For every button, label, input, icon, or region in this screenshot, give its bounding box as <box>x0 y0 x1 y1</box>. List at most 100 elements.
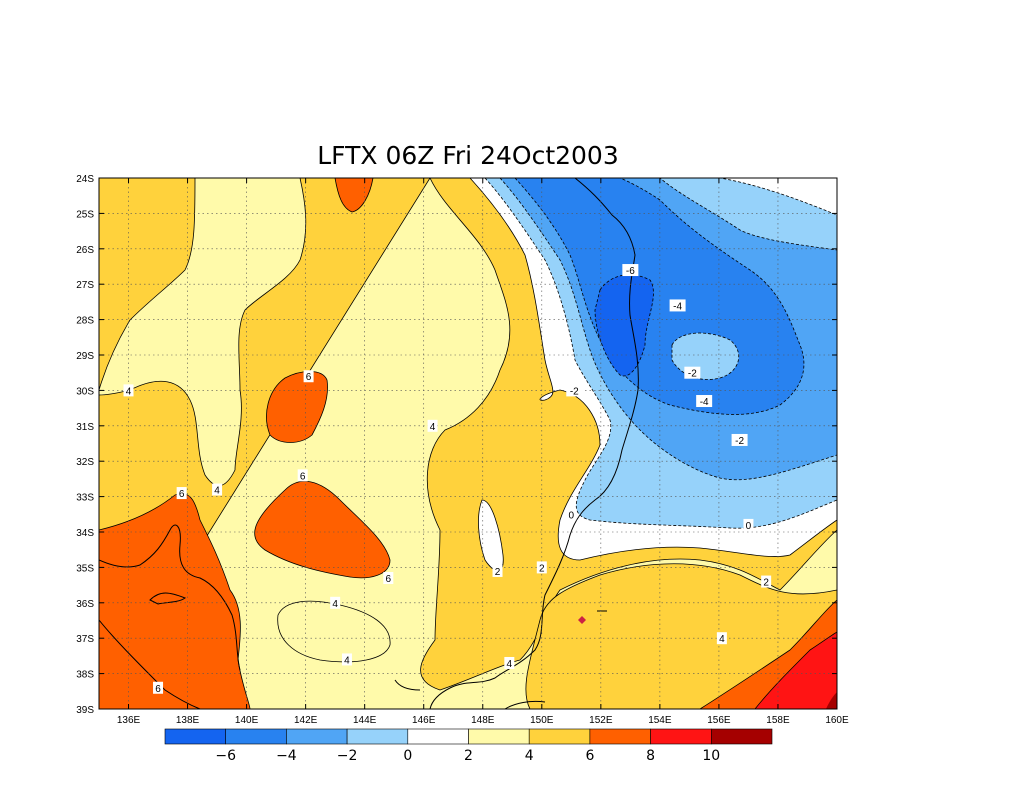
contour-label: 2 <box>495 567 501 578</box>
colorbar-swatch <box>164 728 227 745</box>
contour-label: 6 <box>386 574 392 585</box>
contour-label: -2 <box>570 386 579 397</box>
contour-label: 4 <box>430 422 436 433</box>
contour-label-bg <box>153 681 164 694</box>
coastline-port-phillip <box>394 679 421 691</box>
field-6-8-blob-142e-30s <box>266 371 328 443</box>
lat-tick-label: 39S <box>76 705 94 716</box>
lon-tick-label: 158E <box>766 715 790 726</box>
contour-label: 4 <box>719 634 725 645</box>
colorbar-swatch <box>407 728 469 745</box>
lon-tick-label: 148E <box>471 715 495 726</box>
lon-tick-label: 142E <box>294 715 318 726</box>
contour-label: 4 <box>507 659 513 670</box>
lat-tick-label: 31S <box>76 422 94 433</box>
contour-label-bg <box>566 508 577 521</box>
map-title: LFTX 06Z Fri 24Oct2003 <box>317 141 619 170</box>
colorbar-swatch <box>710 728 773 745</box>
lat-tick-label: 38S <box>76 670 94 681</box>
contour-label-bg <box>212 483 223 496</box>
contour-label-bg <box>622 264 639 277</box>
lon-tick-label: 154E <box>648 715 672 726</box>
colorbar-label: −6 <box>215 748 236 764</box>
contour-label-bg <box>716 632 727 645</box>
contour-label-bg <box>341 653 352 666</box>
field-6-8-blob-143e-34s <box>254 481 391 579</box>
field-6-8-blob-north <box>334 178 374 213</box>
contour-label: 4 <box>214 486 220 497</box>
lat-tick-label: 27S <box>76 280 94 291</box>
contour-label-bg <box>684 366 701 379</box>
contour-label-bg <box>176 487 187 500</box>
contour-label-bg <box>303 370 314 383</box>
lat-tick-label: 29S <box>76 351 94 362</box>
map-field <box>99 178 837 709</box>
contour-label: 4 <box>344 655 350 666</box>
lat-tick-label: 24S <box>76 174 94 185</box>
lon-tick-label: 138E <box>176 715 200 726</box>
colorbar-swatch <box>528 728 591 745</box>
lon-tick-label: 144E <box>353 715 377 726</box>
lat-tick-label: 33S <box>76 493 94 504</box>
coastline-yorke-peninsula <box>149 592 187 605</box>
contour-labels: -6 -4 -2 -4 -2 -2 0 0 2 2 2 4 4 4 4 4 4 4 6 6 6 6 6 <box>123 264 772 695</box>
contour-label: 6 <box>300 471 306 482</box>
contour-label: 6 <box>306 372 312 383</box>
longitude-axis: 136E 138E 140E 142E 144E 146E 148E 150E 152E 154E… <box>117 178 849 726</box>
contour-label-bg <box>297 469 308 482</box>
colorbar <box>164 728 773 745</box>
lord-howe-island-marker <box>578 616 586 624</box>
contour-label-bg <box>504 656 515 669</box>
contour-label: 4 <box>332 599 338 610</box>
colorbar-label: 8 <box>646 748 655 764</box>
contour-label: 0 <box>569 510 575 521</box>
contour-label: -4 <box>700 397 709 408</box>
field-above-10-region <box>826 692 837 709</box>
lon-tick-label: 152E <box>589 715 613 726</box>
coastline-tasmania-north <box>504 700 546 709</box>
colorbar-label: 4 <box>525 748 534 764</box>
latitude-axis: 24S 25S 26S 27S 28S 29S 30S 31S 32S 33S 34S 35S 36S 3… <box>76 174 837 716</box>
lat-tick-label: 30S <box>76 386 94 397</box>
contour-label-bg <box>330 596 341 609</box>
contour-label-bg <box>743 518 754 531</box>
lat-tick-label: 28S <box>76 316 94 327</box>
contour-label: 2 <box>763 578 769 589</box>
coastline-west-bight <box>99 619 201 709</box>
colorbar-swatch <box>468 728 530 745</box>
lat-tick-label: 34S <box>76 528 94 539</box>
contour-label: 2 <box>539 563 545 574</box>
colorbar-swatch <box>346 728 409 745</box>
lat-tick-label: 35S <box>76 563 94 574</box>
colorbar-label: 10 <box>702 748 720 764</box>
coastline-east-australia <box>429 178 639 709</box>
lon-tick-label: 156E <box>707 715 731 726</box>
contour-label-bg <box>761 575 772 588</box>
contour-label: -2 <box>688 369 697 380</box>
lat-tick-label: 26S <box>76 245 94 256</box>
lon-tick-label: 140E <box>235 715 259 726</box>
lon-tick-label: 150E <box>530 715 554 726</box>
colorbar-label: 2 <box>464 748 473 764</box>
contour-label: -4 <box>673 301 682 312</box>
contour-label-bg <box>383 572 394 585</box>
contour-label: 6 <box>179 489 185 500</box>
lat-tick-label: 25S <box>76 209 94 220</box>
colorbar-swatch <box>286 728 348 745</box>
contour-label-bg <box>427 419 438 432</box>
contour-label: -6 <box>626 266 635 277</box>
contour-label-bg <box>536 561 547 574</box>
lat-tick-label: 32S <box>76 457 94 468</box>
colorbar-labels: −6 −4 −2 0 2 4 6 8 10 <box>215 748 720 764</box>
lat-tick-label: 36S <box>76 599 94 610</box>
contour-label-bg <box>731 433 748 446</box>
colorbar-label: −2 <box>337 748 358 764</box>
colorbar-label: 0 <box>403 748 412 764</box>
field-8-10-region-southeast <box>754 631 837 709</box>
colorbar-swatch <box>650 728 712 745</box>
colorbar-label: 6 <box>585 748 594 764</box>
contour-label-bg <box>669 299 686 312</box>
lon-tick-label: 160E <box>825 715 849 726</box>
field-2-4-region-west <box>99 178 307 487</box>
